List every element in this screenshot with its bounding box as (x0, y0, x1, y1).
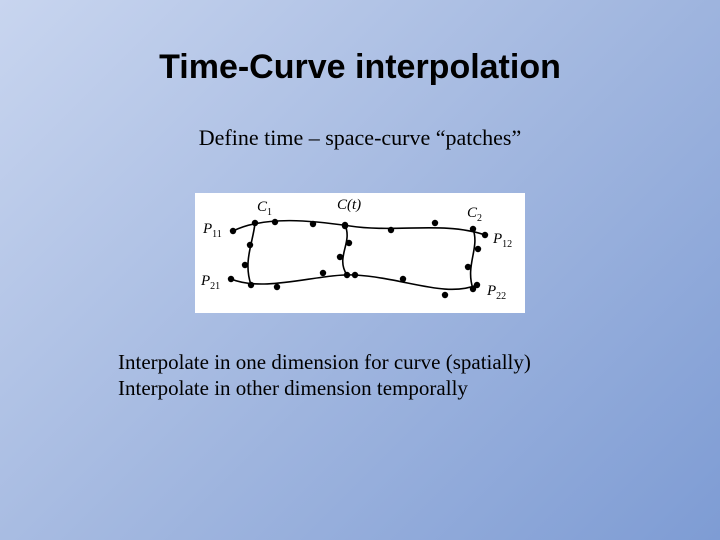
body-text-block: Interpolate in one dimension for curve (… (118, 349, 720, 402)
svg-text:C1: C1 (257, 199, 272, 218)
svg-text:C2: C2 (467, 205, 482, 224)
svg-text:P11: P11 (202, 221, 222, 240)
slide-title: Time-Curve interpolation (0, 48, 720, 87)
svg-text:P22: P22 (486, 283, 506, 302)
body-line-2: Interpolate in other dimension temporall… (118, 375, 720, 401)
svg-text:P12: P12 (492, 231, 512, 250)
patch-diagram: C1 C(t) C2 P11 P21 P12 P22 (195, 193, 525, 313)
svg-text:C(t): C(t) (337, 197, 361, 213)
body-line-1: Interpolate in one dimension for curve (… (118, 349, 720, 375)
svg-text:P21: P21 (200, 273, 220, 292)
slide-subtitle: Define time – space-curve “patches” (0, 125, 720, 151)
patch-diagram-svg: C1 C(t) C2 P11 P21 P12 P22 (195, 193, 525, 313)
